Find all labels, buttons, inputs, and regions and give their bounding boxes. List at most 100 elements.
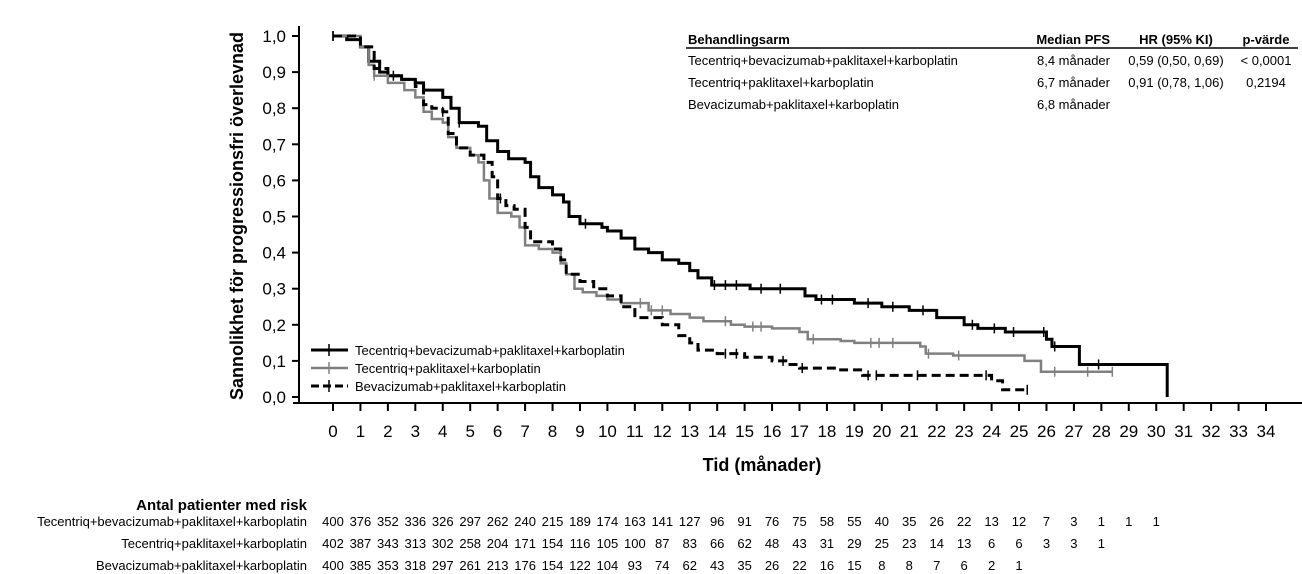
risk-value: 116 <box>570 536 591 551</box>
x-tick-label: 18 <box>817 422 836 441</box>
summary-arm: Bevacizumab+paklitaxel+karboplatin <box>688 97 899 112</box>
legend-label-1: Tecentriq+bevacizumab+paklitaxel+karbopl… <box>355 343 625 358</box>
legend-label-2: Tecentriq+paklitaxel+karboplatin <box>355 361 541 376</box>
x-tick-label: 19 <box>845 422 864 441</box>
x-tick-label: 33 <box>1229 422 1248 441</box>
x-tick-label: 31 <box>1174 422 1193 441</box>
risk-value: 8 <box>906 558 913 573</box>
risk-value: 43 <box>710 558 724 573</box>
risk-value: 23 <box>902 536 916 551</box>
risk-value: 189 <box>569 514 591 529</box>
risk-value: 7 <box>933 558 940 573</box>
risk-value: 13 <box>984 514 998 529</box>
risk-value: 387 <box>350 536 372 551</box>
x-tick-label: 11 <box>626 422 644 441</box>
risk-value: 1 <box>1098 536 1105 551</box>
risk-value: 87 <box>655 536 669 551</box>
x-tick-label: 16 <box>763 422 782 441</box>
x-tick-label: 26 <box>1037 422 1056 441</box>
risk-table: Antal patienter med risk Tecentriq+bevac… <box>37 497 1160 573</box>
risk-value: 40 <box>875 514 889 529</box>
risk-value: 1 <box>1125 514 1132 529</box>
risk-value: 29 <box>847 536 861 551</box>
x-tick-label: 14 <box>708 422 727 441</box>
x-tick-label: 28 <box>1092 422 1111 441</box>
risk-value: 204 <box>487 536 509 551</box>
risk-value: 75 <box>792 514 806 529</box>
risk-value: 12 <box>1012 514 1026 529</box>
y-tick-label: 1,0 <box>262 27 286 46</box>
x-tick-label: 17 <box>790 422 809 441</box>
y-tick-label: 0,6 <box>262 171 286 190</box>
y-axis-label: Sannolikhet för progressionsfri överlevn… <box>227 32 247 400</box>
x-tick-label: 29 <box>1119 422 1138 441</box>
summary-median: 6,8 månader <box>1037 97 1111 112</box>
km-curve-3 <box>333 34 1028 392</box>
risk-value: 176 <box>514 558 536 573</box>
risk-value: 62 <box>737 536 751 551</box>
risk-value: 326 <box>432 514 454 529</box>
x-tick-label: 13 <box>680 422 699 441</box>
y-tick-label: 0,9 <box>262 63 286 82</box>
risk-value: 400 <box>322 514 344 529</box>
x-tick-label: 21 <box>900 422 919 441</box>
risk-value: 66 <box>710 536 724 551</box>
x-tick-label: 22 <box>927 422 946 441</box>
risk-value: 104 <box>597 558 619 573</box>
risk-value: 313 <box>404 536 426 551</box>
summary-p: 0,2194 <box>1246 75 1286 90</box>
risk-value: 6 <box>961 558 968 573</box>
risk-value: 258 <box>459 536 481 551</box>
x-tick-label: 25 <box>1010 422 1029 441</box>
risk-value: 7 <box>1043 514 1050 529</box>
risk-value: 96 <box>710 514 724 529</box>
x-tick-label: 20 <box>872 422 891 441</box>
summary-median: 6,7 månader <box>1037 75 1111 90</box>
x-tick-label: 5 <box>465 422 474 441</box>
risk-value: 26 <box>929 514 943 529</box>
risk-row-label: Tecentriq+bevacizumab+paklitaxel+karbopl… <box>37 514 307 529</box>
risk-value: 1 <box>1015 558 1022 573</box>
summary-header-median: Median PFS <box>1036 32 1110 47</box>
summary-arm: Tecentriq+paklitaxel+karboplatin <box>688 75 874 90</box>
risk-value: 163 <box>624 514 646 529</box>
x-tick-label: 1 <box>356 422 365 441</box>
risk-value: 336 <box>404 514 426 529</box>
risk-value: 3 <box>1043 536 1050 551</box>
summary-p: < 0,0001 <box>1241 53 1292 68</box>
summary-header-p: p-värde <box>1243 32 1290 47</box>
risk-value: 83 <box>683 536 697 551</box>
risk-value: 93 <box>628 558 642 573</box>
risk-value: 35 <box>737 558 751 573</box>
summary-median: 8,4 månader <box>1037 53 1111 68</box>
risk-value: 3 <box>1070 536 1077 551</box>
summary-hr: 0,59 (0,50, 0,69) <box>1128 53 1223 68</box>
risk-value: 215 <box>542 514 564 529</box>
x-tick-label: 9 <box>575 422 584 441</box>
risk-value: 402 <box>322 536 344 551</box>
x-tick-label: 24 <box>982 422 1001 441</box>
risk-value: 297 <box>432 558 454 573</box>
risk-value: 8 <box>878 558 885 573</box>
x-tick-label: 23 <box>955 422 974 441</box>
risk-value: 171 <box>514 536 536 551</box>
risk-value: 55 <box>847 514 861 529</box>
risk-value: 213 <box>487 558 509 573</box>
summary-table: Behandlingsarm Median PFS HR (95% KI) p-… <box>686 32 1298 112</box>
risk-value: 154 <box>542 536 564 551</box>
risk-value: 154 <box>542 558 564 573</box>
y-tick-label: 0,0 <box>262 388 286 407</box>
x-tick-label: 0 <box>328 422 337 441</box>
y-tick-label: 0,4 <box>262 244 286 263</box>
risk-value: 1 <box>1153 514 1160 529</box>
legend-label-3: Bevacizumab+paklitaxel+karboplatin <box>355 379 566 394</box>
risk-value: 1 <box>1098 514 1105 529</box>
summary-arm: Tecentriq+bevacizumab+paklitaxel+karbopl… <box>688 53 958 68</box>
risk-value: 261 <box>459 558 481 573</box>
risk-value: 91 <box>737 514 751 529</box>
risk-value: 3 <box>1070 514 1077 529</box>
y-tick-label: 0,2 <box>262 316 286 335</box>
risk-row-label: Bevacizumab+paklitaxel+karboplatin <box>96 558 307 573</box>
risk-value: 48 <box>765 536 779 551</box>
x-tick-label: 4 <box>438 422 447 441</box>
